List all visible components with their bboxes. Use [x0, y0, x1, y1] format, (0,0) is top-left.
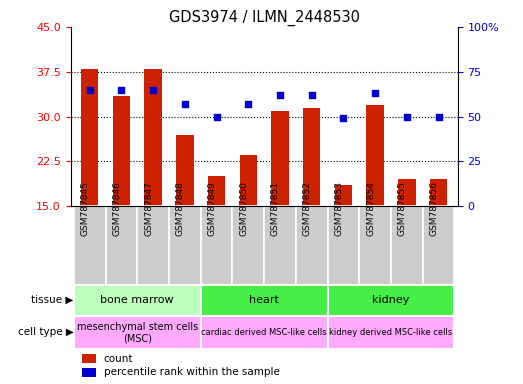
Text: GSM787845: GSM787845 [81, 181, 89, 236]
Bar [430, 179, 447, 206]
Text: GSM787854: GSM787854 [366, 181, 375, 236]
Text: count: count [104, 354, 133, 364]
Bar [327, 206, 359, 285]
Text: heart: heart [249, 295, 279, 305]
Bar [264, 206, 296, 285]
Bar [201, 206, 232, 285]
Bar [82, 368, 96, 377]
Text: GSM787850: GSM787850 [239, 181, 248, 236]
Text: mesenchymal stem cells
(MSC): mesenchymal stem cells (MSC) [76, 322, 198, 343]
Bar [74, 285, 201, 316]
Bar [112, 96, 130, 206]
Bar [303, 108, 321, 206]
Bar [327, 316, 454, 349]
Title: GDS3974 / ILMN_2448530: GDS3974 / ILMN_2448530 [168, 9, 360, 25]
Point [435, 114, 443, 120]
Text: GSM787846: GSM787846 [112, 181, 121, 236]
Text: tissue ▶: tissue ▶ [31, 295, 74, 305]
Bar [106, 206, 137, 285]
Bar [82, 354, 96, 363]
Bar [74, 206, 106, 285]
Bar [81, 69, 98, 206]
Bar [240, 156, 257, 206]
Bar [359, 206, 391, 285]
Point [371, 90, 379, 96]
Text: GSM787856: GSM787856 [429, 181, 439, 236]
Bar [423, 206, 454, 285]
Bar [74, 316, 201, 349]
Bar [169, 206, 201, 285]
Bar [144, 69, 162, 206]
Point [276, 92, 284, 98]
Bar [232, 206, 264, 285]
Point [403, 114, 411, 120]
Text: GSM787855: GSM787855 [398, 181, 407, 236]
Point [339, 115, 348, 121]
Text: GSM787851: GSM787851 [271, 181, 280, 236]
Point [212, 114, 221, 120]
Point [149, 87, 157, 93]
Text: GSM787847: GSM787847 [144, 181, 153, 236]
Text: kidney derived MSC-like cells: kidney derived MSC-like cells [329, 328, 452, 337]
Point [308, 92, 316, 98]
Bar [208, 176, 225, 206]
Text: cell type ▶: cell type ▶ [18, 328, 74, 338]
Text: GSM787849: GSM787849 [208, 181, 217, 236]
Bar [137, 206, 169, 285]
Text: kidney: kidney [372, 295, 410, 305]
Text: GSM787853: GSM787853 [334, 181, 344, 236]
Bar [327, 285, 454, 316]
Point [244, 101, 253, 107]
Text: percentile rank within the sample: percentile rank within the sample [104, 367, 279, 377]
Bar [335, 185, 352, 206]
Bar [271, 111, 289, 206]
Bar [367, 104, 384, 206]
Bar [201, 316, 327, 349]
Bar [201, 285, 327, 316]
Text: bone marrow: bone marrow [100, 295, 174, 305]
Text: cardiac derived MSC-like cells: cardiac derived MSC-like cells [201, 328, 327, 337]
Point [117, 87, 126, 93]
Point [180, 101, 189, 107]
Bar [391, 206, 423, 285]
Bar [296, 206, 327, 285]
Bar [176, 134, 194, 206]
Point [85, 87, 94, 93]
Bar [398, 179, 416, 206]
Text: GSM787852: GSM787852 [303, 181, 312, 236]
Text: GSM787848: GSM787848 [176, 181, 185, 236]
